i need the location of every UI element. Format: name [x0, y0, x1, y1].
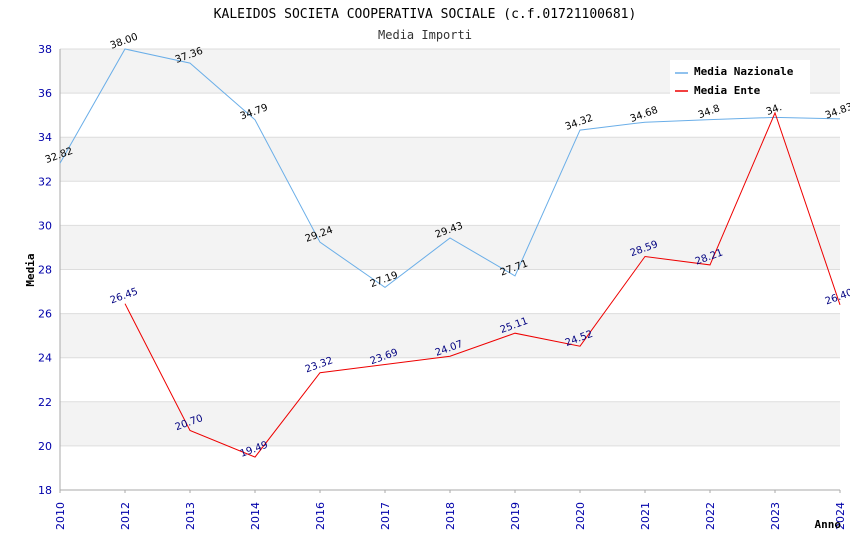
legend: Media Nazionale Media Ente [670, 60, 810, 98]
x-tick-label: 2014 [249, 502, 262, 530]
x-tick-label: 2020 [574, 502, 587, 530]
x-tick-label: 2016 [314, 502, 327, 530]
y-tick-labels: 18 20 22 24 26 28 30 32 34 36 38 [38, 43, 52, 497]
x-tick-label: 2012 [119, 502, 132, 530]
chart-title: KALEIDOS SOCIETA COOPERATIVA SOCIALE (c.… [214, 7, 637, 22]
y-tick-label: 20 [38, 440, 52, 453]
x-tick-label: 2021 [639, 502, 652, 530]
x-tick-labels: 2010 2012 2013 2014 2016 2017 2018 2019 2020 2021… [54, 490, 847, 530]
data-label: 34. [765, 102, 784, 118]
legend-background [670, 60, 810, 98]
data-label: 26.40 [824, 287, 850, 307]
x-tick-label: 2019 [509, 502, 522, 530]
plot-band [60, 401, 840, 446]
series-lines [59, 48, 841, 458]
x-tick-label: 2024 [834, 502, 847, 530]
plot-band [60, 225, 840, 270]
chart-subtitle: Media Importi [378, 28, 472, 42]
y-tick-label: 24 [38, 352, 52, 365]
y-tick-label: 26 [38, 308, 52, 321]
y-tick-label: 34 [38, 131, 52, 144]
data-label: 34.32 [564, 113, 595, 133]
y-tick-label: 30 [38, 219, 52, 232]
plot-bands [60, 49, 840, 446]
x-axis-title: Anno [815, 518, 842, 531]
data-label: 34.8 [697, 103, 722, 121]
series-line-media-ente [124, 111, 841, 458]
plot-band [60, 137, 840, 182]
legend-label-media-ente: Media Ente [694, 84, 761, 97]
x-tick-label: 2010 [54, 502, 67, 530]
x-tick-label: 2013 [184, 502, 197, 530]
data-label: 26.45 [109, 286, 140, 306]
y-tick-label: 28 [38, 264, 52, 277]
y-tick-label: 18 [38, 484, 52, 497]
x-tick-label: 2022 [704, 502, 717, 530]
series-line-media-nazionale [59, 48, 841, 289]
y-tick-label: 38 [38, 43, 52, 56]
x-tick-label: 2023 [769, 502, 782, 530]
x-tick-label: 2017 [379, 502, 392, 530]
x-tick-label: 2018 [444, 502, 457, 530]
y-axis-title: Media [24, 253, 37, 286]
y-tick-label: 36 [38, 87, 52, 100]
legend-label-media-nazionale: Media Nazionale [694, 65, 794, 78]
plot-band [60, 313, 840, 358]
y-tick-label: 32 [38, 175, 52, 188]
y-tick-label: 22 [38, 396, 52, 409]
data-label: 23.32 [304, 355, 335, 375]
